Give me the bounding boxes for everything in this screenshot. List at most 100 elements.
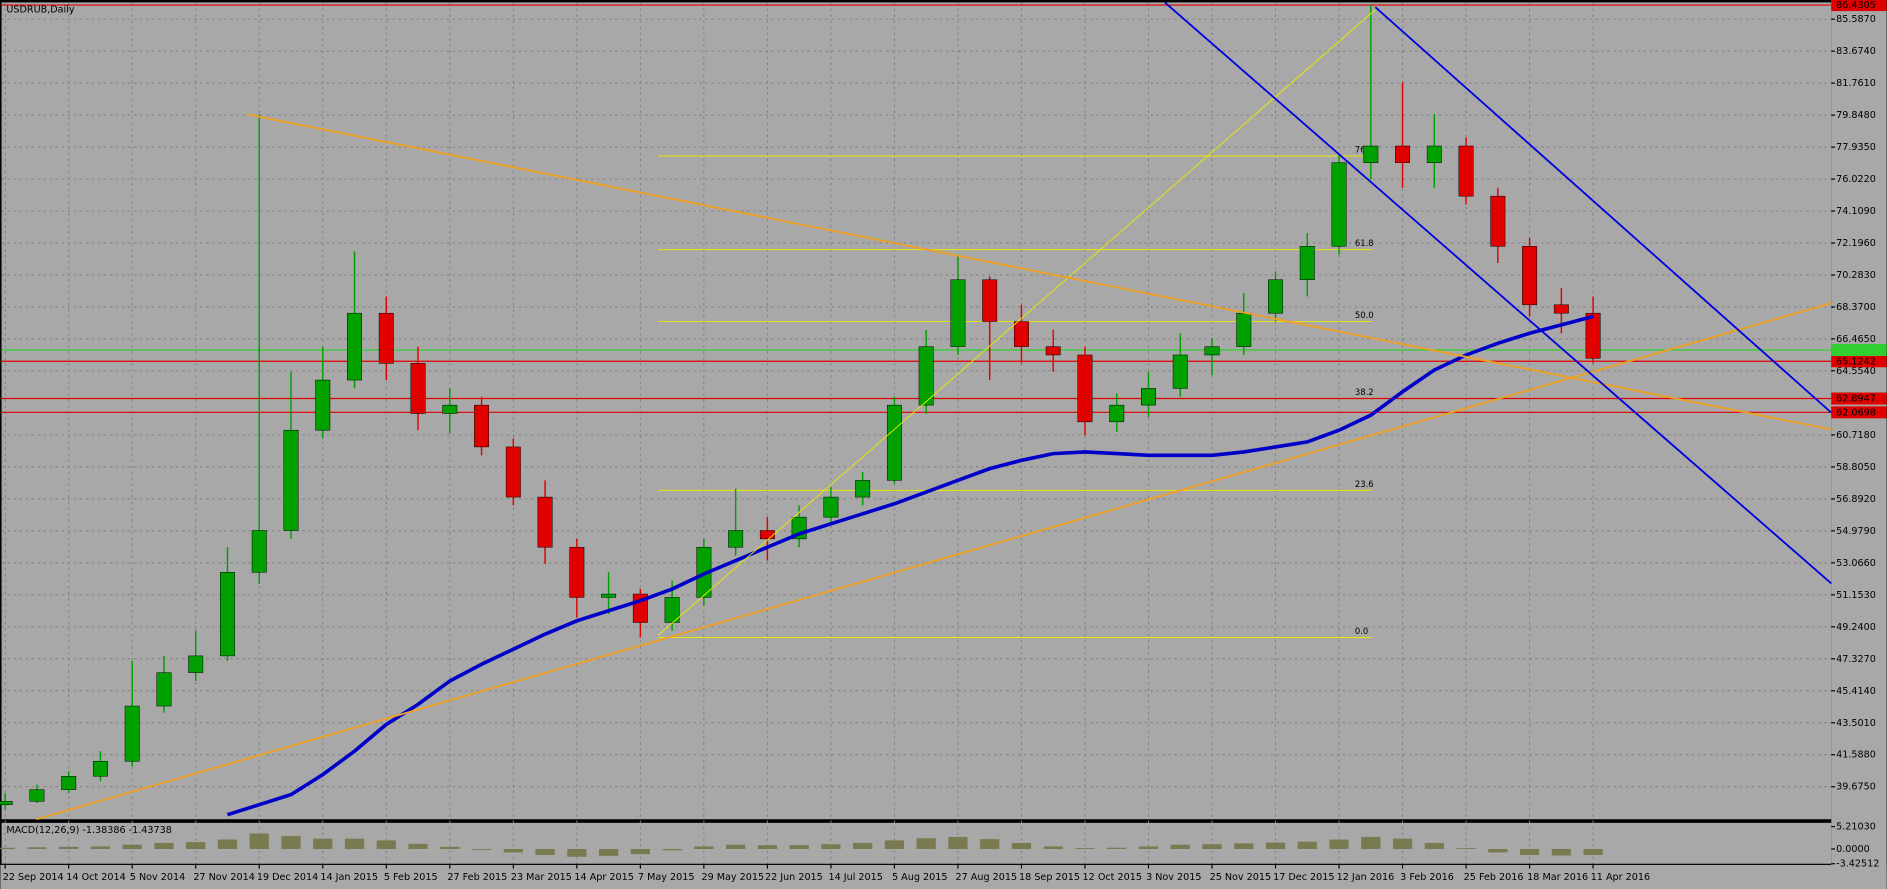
candle-body — [601, 593, 617, 598]
candle-body — [0, 801, 13, 805]
candle-body — [124, 705, 140, 762]
candle-body — [1172, 354, 1188, 389]
x-tick-label: 17 Dec 2015 — [1273, 872, 1334, 883]
candle-body — [315, 379, 331, 431]
x-tick-label: 22 Jun 2015 — [765, 872, 823, 883]
macd-bar — [1424, 842, 1444, 849]
macd-bar — [948, 836, 968, 849]
trendline — [36, 302, 1832, 821]
x-tick-label: 18 Mar 2016 — [1527, 872, 1588, 883]
macd-bar — [567, 848, 587, 857]
candle-body — [92, 760, 108, 777]
macd-bar — [1011, 842, 1032, 849]
price-level-label: 86.4305 — [1836, 0, 1876, 11]
macd-bar — [1583, 848, 1603, 855]
macd-bar — [1329, 839, 1349, 849]
candle-body — [855, 480, 871, 498]
candle-body — [886, 404, 902, 481]
time-axis — [0, 864, 1887, 889]
macd-bar — [1265, 842, 1286, 849]
macd-bar — [1519, 848, 1540, 856]
candle-body — [347, 312, 362, 381]
candle-body — [1109, 404, 1125, 423]
candle-body — [1522, 246, 1538, 306]
price-pane — [1, 2, 1832, 820]
macd-bar — [440, 846, 460, 849]
x-tick-label: 18 Sep 2015 — [1019, 872, 1080, 883]
macd-bar — [535, 848, 555, 856]
y-tick-label: 41.5880 — [1836, 750, 1876, 761]
fib-label: 61.8 — [1355, 238, 1374, 248]
x-tick-label: 12 Jan 2016 — [1337, 872, 1395, 883]
x-tick-label: 11 Apr 2016 — [1591, 872, 1650, 883]
x-tick-label: 27 Aug 2015 — [956, 872, 1018, 883]
x-tick-label: 14 Oct 2014 — [66, 872, 125, 883]
macd-bar — [1392, 838, 1413, 849]
macd-bar — [1107, 847, 1127, 849]
candle-body — [1268, 279, 1283, 314]
y-tick-label: 56.8920 — [1836, 494, 1876, 505]
macd-bar — [726, 844, 746, 849]
candle-body — [982, 279, 998, 322]
macd-bar — [1138, 846, 1159, 849]
macd-bar — [471, 848, 492, 850]
candle-body — [1553, 304, 1569, 314]
candle-body — [61, 776, 77, 790]
y-tick-label: -3.42512 — [1836, 859, 1879, 870]
x-tick-label: 12 Oct 2015 — [1083, 872, 1142, 883]
x-tick-label: 27 Feb 2015 — [447, 872, 507, 883]
y-tick-label: 70.2830 — [1836, 270, 1876, 281]
macd-bar — [27, 847, 47, 849]
x-tick-label: 29 May 2015 — [701, 872, 764, 883]
candle-body — [664, 597, 680, 623]
y-tick-label: 77.9350 — [1836, 142, 1876, 153]
macd-bar — [249, 833, 269, 849]
macd-bar — [662, 848, 682, 851]
x-tick-label: 5 Aug 2015 — [892, 872, 947, 883]
candle-body — [1363, 145, 1379, 163]
x-tick-label: 5 Nov 2014 — [130, 872, 185, 883]
y-tick-label: 54.9790 — [1836, 526, 1876, 537]
y-tick-label: 74.1090 — [1836, 206, 1876, 217]
macd-bar — [408, 843, 428, 849]
candle-body — [1141, 388, 1156, 406]
candle-body — [823, 496, 839, 518]
price-level-box — [1831, 355, 1887, 368]
candle-body — [442, 404, 458, 414]
y-tick-label: 83.6740 — [1836, 46, 1876, 57]
candle-body — [950, 279, 966, 347]
macd-bar — [1170, 844, 1190, 849]
x-tick-label: 19 Dec 2014 — [257, 872, 318, 883]
macd-bar — [1202, 844, 1222, 849]
y-tick-label: 81.7610 — [1836, 78, 1876, 89]
macd-bar — [313, 838, 333, 849]
candle-body — [220, 572, 235, 657]
y-tick-label: 72.1960 — [1836, 238, 1876, 249]
candle-body — [283, 429, 299, 531]
x-tick-label: 5 Feb 2015 — [384, 872, 438, 883]
macd-bar — [1043, 846, 1063, 849]
macd-bar — [59, 846, 79, 849]
fib-label: 50.0 — [1355, 310, 1374, 320]
candle-body — [537, 496, 553, 548]
y-tick-label: 43.5010 — [1836, 718, 1876, 729]
candle-body — [1585, 312, 1601, 359]
candle-body — [728, 530, 744, 548]
x-tick-label: 25 Feb 2016 — [1464, 872, 1524, 883]
x-tick-label: 25 Nov 2015 — [1210, 872, 1272, 883]
candle-body — [156, 672, 172, 707]
candle-body — [1236, 312, 1252, 347]
trendline — [246, 113, 1832, 431]
macd-title: MACD(12,26,9) -1.38386 -1.43738 — [6, 825, 172, 836]
fib-label: 38.2 — [1355, 387, 1374, 397]
fib-trendline — [658, 9, 1376, 636]
candle-body — [188, 655, 204, 673]
macd-bar — [1551, 848, 1571, 856]
macd-bar — [503, 848, 523, 853]
x-tick-label: 27 Nov 2014 — [193, 872, 255, 883]
macd-bar — [789, 845, 809, 849]
y-tick-label: 79.8480 — [1836, 110, 1876, 121]
price-level-label: 65.1242 — [1836, 356, 1876, 367]
macd-bar — [853, 842, 873, 849]
